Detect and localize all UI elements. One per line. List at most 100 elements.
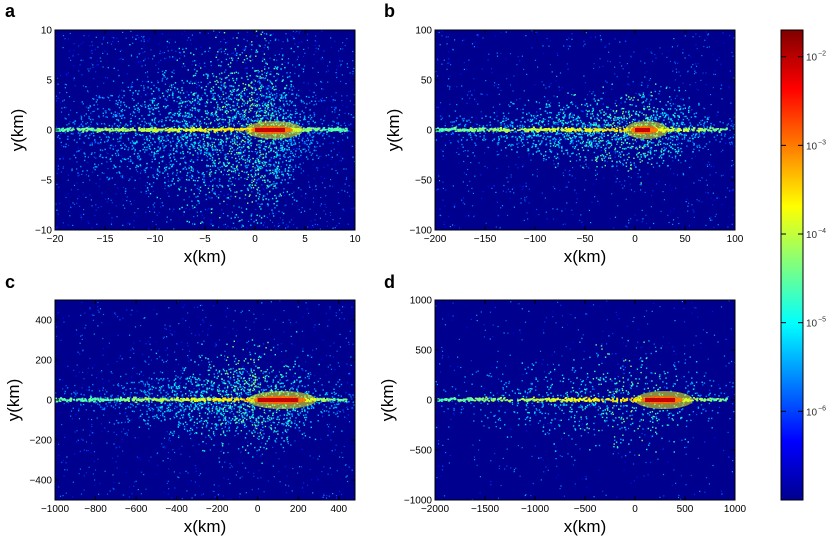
halo-point [36, 138, 37, 139]
noise-point [258, 77, 260, 79]
noise-point [261, 92, 263, 94]
noise-point [498, 153, 500, 155]
halo-point [235, 131, 238, 133]
halo-point [238, 161, 240, 164]
halo-point [303, 115, 306, 117]
noise-point [142, 37, 144, 39]
halo-point [250, 86, 253, 88]
halo-point [29, 117, 30, 118]
halo-point [189, 109, 191, 111]
halo-point [243, 104, 245, 106]
noise-point [106, 152, 108, 154]
noise-point [278, 39, 280, 41]
halo-point [243, 119, 245, 121]
halo-point [53, 149, 54, 150]
noise-point [346, 38, 348, 40]
noise-point [146, 71, 149, 73]
band-point [331, 127, 333, 130]
noise-point [153, 211, 156, 213]
halo-point [274, 138, 276, 140]
halo-point [108, 136, 110, 139]
halo-point [245, 118, 247, 121]
noise-point [181, 66, 183, 68]
noise-point [251, 59, 254, 61]
halo-point [113, 113, 115, 116]
noise-point [96, 64, 98, 66]
halo-point [144, 149, 147, 151]
noise-point [343, 132, 346, 134]
noise-point [142, 136, 144, 138]
band-point [164, 127, 167, 130]
noise-point [129, 122, 131, 124]
noise-point [90, 57, 92, 59]
noise-point [572, 88, 574, 90]
halo-point [208, 191, 211, 194]
halo-point [267, 179, 269, 181]
noise-point [339, 217, 341, 219]
halo-point [298, 75, 300, 77]
halo-point [99, 155, 101, 158]
noise-point [551, 150, 553, 152]
halo-point [305, 95, 308, 98]
halo-point [271, 94, 274, 96]
halo-point [193, 122, 195, 125]
halo-point [225, 86, 227, 88]
halo-point [257, 192, 259, 194]
noise-point [551, 71, 553, 73]
halo-point [212, 75, 215, 77]
halo-point [311, 100, 313, 102]
halo-point [101, 162, 103, 165]
noise-point [55, 203, 57, 205]
halo-point [240, 190, 242, 192]
noise-point [298, 32, 300, 34]
halo-point [284, 67, 286, 69]
halo-point [290, 150, 292, 152]
halo-point [108, 124, 111, 127]
halo-point [191, 98, 194, 100]
halo-point [186, 123, 188, 125]
noise-point [353, 94, 355, 96]
band-point [154, 127, 157, 130]
halo-point [185, 120, 188, 123]
halo-point [307, 139, 310, 141]
band-point [336, 129, 339, 131]
halo-point [272, 171, 274, 174]
halo-point [312, 132, 314, 134]
halo-point [237, 57, 239, 59]
halo-point [68, 113, 70, 116]
noise-point [598, 203, 601, 205]
noise-point [112, 133, 114, 135]
halo-point [184, 106, 187, 108]
halo-point [211, 73, 214, 75]
band-point [121, 129, 124, 132]
noise-point [92, 64, 94, 66]
halo-point [248, 111, 250, 113]
halo-point [287, 170, 289, 172]
halo-point [251, 87, 254, 89]
halo-point [248, 123, 250, 126]
noise-point [566, 202, 568, 204]
halo-point [186, 80, 188, 82]
halo-point [193, 107, 195, 109]
noise-point [174, 123, 176, 125]
halo-point [250, 118, 252, 121]
halo-point [254, 87, 256, 89]
halo-point [139, 165, 142, 167]
halo-point [323, 132, 325, 135]
halo-point [124, 109, 126, 111]
halo-point [142, 148, 144, 151]
halo-point [106, 176, 108, 179]
halo-point [288, 149, 290, 151]
noise-point [143, 169, 145, 171]
halo-point [271, 87, 274, 89]
noise-point [55, 227, 57, 229]
halo-point [107, 97, 110, 99]
noise-point [696, 48, 698, 50]
noise-point [311, 189, 314, 191]
noise-point [313, 53, 315, 56]
noise-point [733, 77, 735, 79]
halo-point [238, 174, 240, 176]
halo-point [36, 137, 37, 138]
noise-point [693, 73, 696, 75]
halo-point [298, 123, 300, 125]
